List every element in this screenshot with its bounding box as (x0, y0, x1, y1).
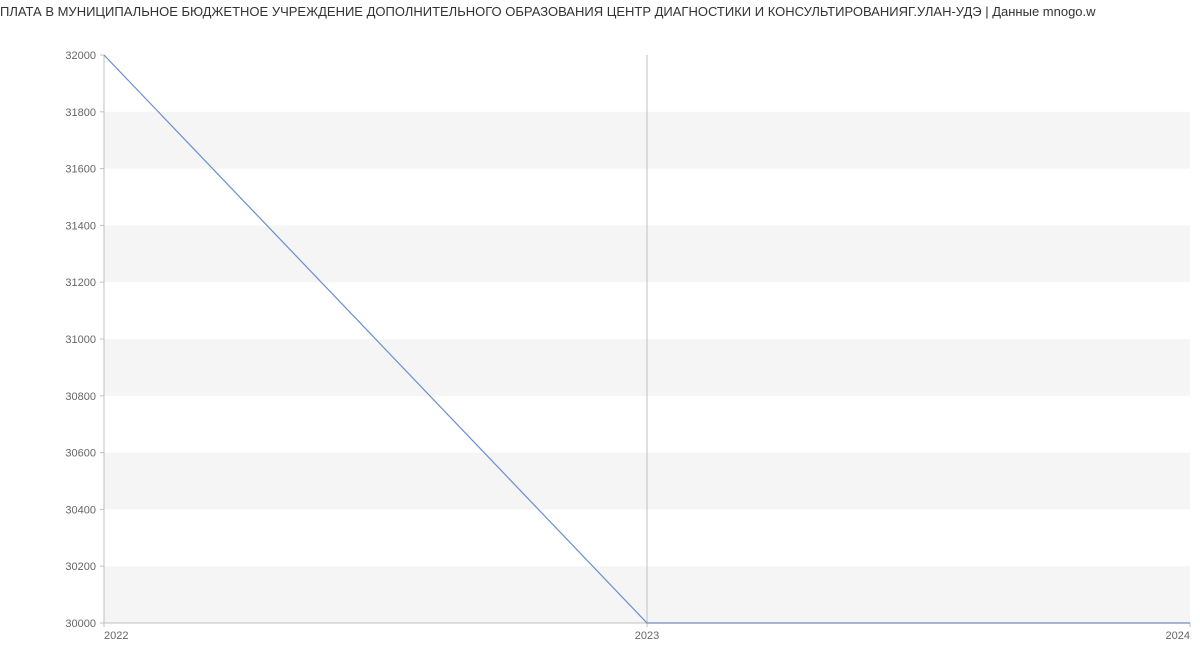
y-tick-label: 32000 (65, 50, 96, 62)
y-tick-label: 30000 (65, 618, 96, 630)
chart-title: ПЛАТА В МУНИЦИПАЛЬНОЕ БЮДЖЕТНОЕ УЧРЕЖДЕН… (0, 0, 1200, 27)
y-tick-label: 31600 (65, 164, 96, 176)
y-tick-label: 31200 (65, 277, 96, 289)
x-tick-label: 2022 (104, 630, 128, 642)
y-tick-label: 31400 (65, 220, 96, 232)
salary-line-chart: 30000 30200 30400 30600 30800 31000 31200 31400… (0, 27, 1200, 647)
y-tick-label: 31000 (65, 334, 96, 346)
chart-container: 30000 30200 30400 30600 30800 31000 31200 31400… (0, 27, 1200, 647)
x-tick-label: 2024 (1166, 630, 1190, 642)
y-tick-label: 30400 (65, 504, 96, 516)
y-tick-label: 30200 (65, 561, 96, 573)
y-tick-label: 30600 (65, 448, 96, 460)
y-tick-label: 30800 (65, 391, 96, 403)
y-tick-label: 31800 (65, 107, 96, 119)
x-tick-label: 2023 (635, 630, 659, 642)
